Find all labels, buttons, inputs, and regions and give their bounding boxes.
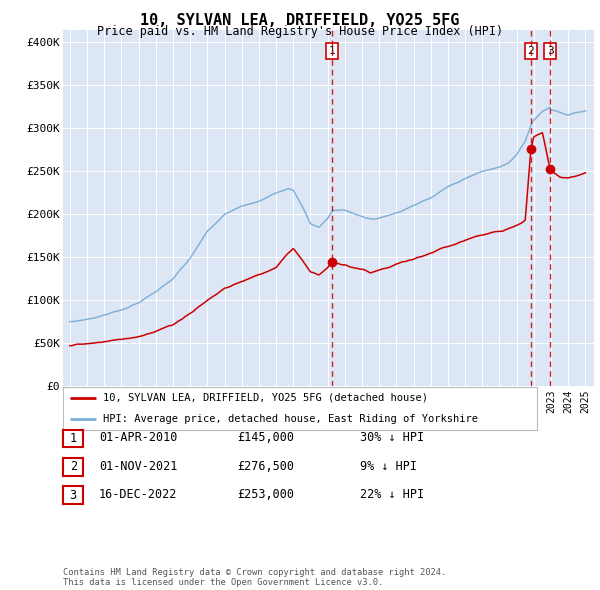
Text: £276,500: £276,500 xyxy=(237,460,294,473)
Text: £145,000: £145,000 xyxy=(237,431,294,444)
Text: 30% ↓ HPI: 30% ↓ HPI xyxy=(360,431,424,444)
Text: 16-DEC-2022: 16-DEC-2022 xyxy=(99,488,178,501)
Text: 10, SYLVAN LEA, DRIFFIELD, YO25 5FG: 10, SYLVAN LEA, DRIFFIELD, YO25 5FG xyxy=(140,13,460,28)
Text: 1: 1 xyxy=(329,46,335,56)
Text: 3: 3 xyxy=(70,489,77,502)
Text: 2: 2 xyxy=(70,460,77,473)
Text: 1: 1 xyxy=(70,432,77,445)
Text: £253,000: £253,000 xyxy=(237,488,294,501)
Text: Contains HM Land Registry data © Crown copyright and database right 2024.
This d: Contains HM Land Registry data © Crown c… xyxy=(63,568,446,587)
Text: Price paid vs. HM Land Registry's House Price Index (HPI): Price paid vs. HM Land Registry's House … xyxy=(97,25,503,38)
Text: 01-NOV-2021: 01-NOV-2021 xyxy=(99,460,178,473)
Text: 3: 3 xyxy=(547,46,554,56)
Text: 01-APR-2010: 01-APR-2010 xyxy=(99,431,178,444)
Text: 10, SYLVAN LEA, DRIFFIELD, YO25 5FG (detached house): 10, SYLVAN LEA, DRIFFIELD, YO25 5FG (det… xyxy=(103,393,428,402)
Text: 22% ↓ HPI: 22% ↓ HPI xyxy=(360,488,424,501)
Text: 2: 2 xyxy=(527,46,535,56)
Text: 9% ↓ HPI: 9% ↓ HPI xyxy=(360,460,417,473)
Text: HPI: Average price, detached house, East Riding of Yorkshire: HPI: Average price, detached house, East… xyxy=(103,414,478,424)
